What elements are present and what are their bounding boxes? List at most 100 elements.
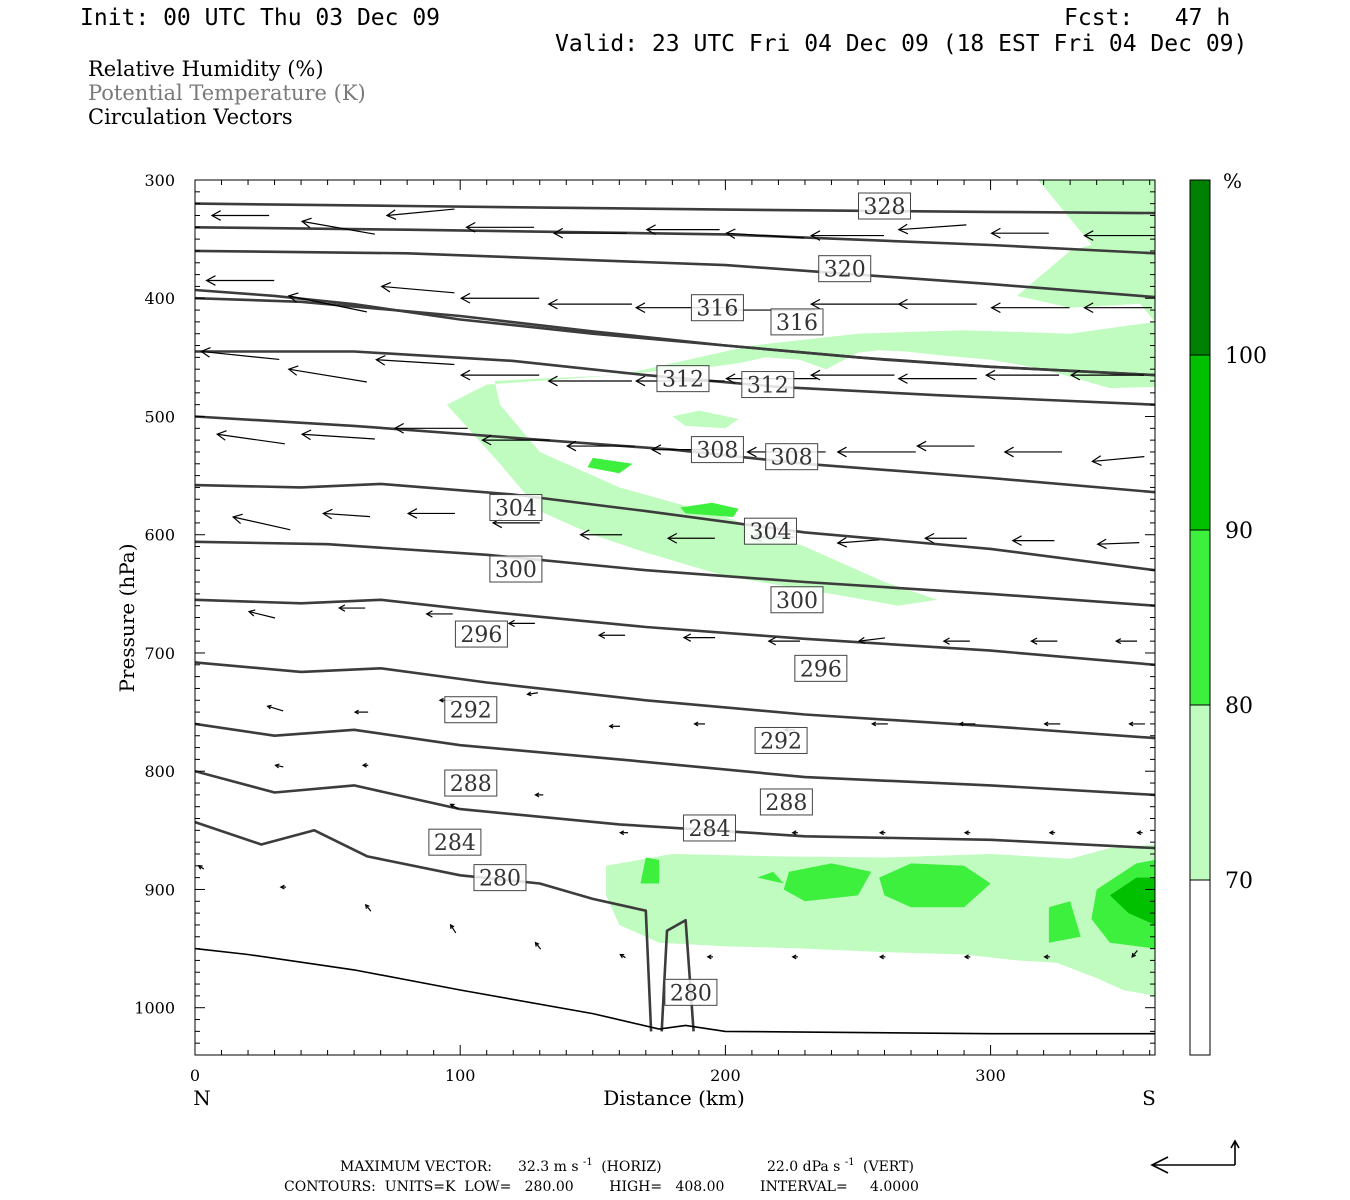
circulation-vector bbox=[878, 830, 886, 836]
vector-head bbox=[810, 230, 821, 241]
vector-head bbox=[608, 723, 614, 729]
vector-head bbox=[287, 292, 299, 303]
circulation-vector bbox=[210, 210, 270, 221]
circulation-vector bbox=[666, 532, 715, 544]
vector-head bbox=[547, 298, 558, 310]
vector-shaft bbox=[376, 359, 455, 366]
theta-contour-284-12 bbox=[195, 769, 1155, 850]
theta-contour-296-9 bbox=[195, 598, 1155, 667]
y-tick-label: 500 bbox=[144, 407, 175, 426]
vector-shaft bbox=[898, 224, 967, 231]
circulation-vector bbox=[200, 347, 280, 361]
vector-shaft bbox=[302, 433, 375, 440]
circulation-vector bbox=[459, 292, 540, 304]
circulation-vector bbox=[791, 954, 798, 960]
circulation-vector bbox=[1091, 455, 1145, 466]
vector-head bbox=[393, 422, 404, 434]
vector-shaft bbox=[450, 803, 459, 810]
vector-head bbox=[300, 217, 312, 229]
circulation-vector bbox=[645, 224, 720, 236]
circulation-vector bbox=[385, 208, 455, 220]
vector-head bbox=[1096, 538, 1107, 550]
y-tick-label: 900 bbox=[144, 880, 175, 899]
vector-head bbox=[300, 429, 312, 441]
vector-head bbox=[645, 224, 656, 236]
circulation-vector bbox=[1114, 638, 1138, 645]
vector-head bbox=[942, 637, 950, 645]
circulation-vector bbox=[375, 354, 455, 366]
vector-head bbox=[465, 221, 476, 233]
circulation-vector bbox=[958, 721, 976, 727]
circulation-vector bbox=[809, 298, 900, 310]
theta-contour-292-10 bbox=[195, 661, 1155, 740]
circulation-vector bbox=[215, 430, 285, 445]
vector-shaft bbox=[527, 692, 538, 695]
circulation-vector bbox=[380, 281, 455, 294]
circulation-vector bbox=[481, 434, 551, 446]
circulation-vector bbox=[619, 830, 629, 836]
vector-head bbox=[985, 369, 996, 381]
circulation-vector bbox=[300, 429, 375, 441]
vector-head bbox=[1131, 952, 1137, 958]
contour-label-288: 288 bbox=[765, 791, 807, 816]
vector-shaft bbox=[837, 539, 880, 544]
contour-label-box-10-0 bbox=[444, 696, 498, 724]
circulation-vector bbox=[1136, 830, 1143, 836]
contour-label-box-8-0 bbox=[489, 555, 543, 583]
vector-head bbox=[406, 508, 418, 519]
vector-shaft bbox=[1092, 456, 1145, 463]
contour-label-300: 300 bbox=[495, 558, 537, 583]
vector-head bbox=[481, 434, 492, 446]
vector-head bbox=[364, 903, 370, 909]
vector-head bbox=[725, 373, 736, 384]
circulation-vector bbox=[878, 954, 886, 960]
circulation-vector bbox=[1096, 538, 1140, 550]
vector-head bbox=[878, 954, 884, 960]
contour-label-box-12-1 bbox=[682, 814, 736, 842]
circulation-vector bbox=[231, 513, 291, 531]
vector-head bbox=[579, 529, 590, 541]
contour-label-284: 284 bbox=[434, 831, 476, 856]
y-tick-label: 700 bbox=[144, 644, 175, 663]
circulation-vector bbox=[990, 227, 1049, 239]
legend-vectors: Circulation Vectors bbox=[88, 105, 293, 129]
theta-contour-280-13 bbox=[195, 820, 653, 1032]
contour-label-box-10-1 bbox=[754, 726, 808, 754]
circulation-vector bbox=[897, 373, 977, 384]
circulation-vector bbox=[990, 302, 1070, 314]
circulation-vector bbox=[725, 228, 805, 240]
vector-head bbox=[1069, 369, 1081, 381]
vector-head bbox=[725, 228, 736, 240]
vector-shaft bbox=[301, 220, 375, 235]
contour-label-304: 304 bbox=[495, 497, 537, 522]
circulation-vector bbox=[274, 763, 284, 769]
circulation-vector bbox=[1128, 721, 1146, 727]
contour-label-300: 300 bbox=[776, 589, 818, 614]
vector-head bbox=[1003, 446, 1014, 458]
forecast-hour: Fcst: 47 h bbox=[1064, 5, 1231, 31]
vector-head bbox=[459, 292, 471, 304]
vector-head bbox=[1048, 830, 1054, 836]
circulation-vector bbox=[287, 365, 367, 383]
vector-head bbox=[963, 954, 969, 960]
x-tick-label: 200 bbox=[710, 1066, 741, 1085]
contour-label-292: 292 bbox=[760, 729, 802, 754]
vector-head bbox=[361, 762, 367, 768]
y-tick-label: 600 bbox=[144, 526, 175, 545]
vector-head bbox=[916, 440, 927, 452]
contour-label-box-5-1 bbox=[741, 371, 795, 399]
vector-head bbox=[200, 347, 211, 358]
circulation-vector bbox=[897, 298, 977, 310]
max-vector-horiz-unit: (HORIZ) bbox=[601, 1159, 661, 1175]
circulation-vector bbox=[1083, 302, 1152, 314]
colorbar-label: 90 bbox=[1225, 519, 1253, 544]
vector-head bbox=[924, 532, 935, 544]
circulation-vector bbox=[266, 704, 284, 712]
theta-contour-324-1 bbox=[195, 226, 1155, 255]
y-tick-label: 1000 bbox=[134, 999, 175, 1018]
vector-shaft bbox=[858, 637, 886, 642]
vector-head bbox=[215, 430, 227, 441]
circulation-vector bbox=[406, 508, 455, 519]
contour-label-box-11-1 bbox=[759, 788, 813, 816]
x-tick-label: 100 bbox=[445, 1066, 476, 1085]
